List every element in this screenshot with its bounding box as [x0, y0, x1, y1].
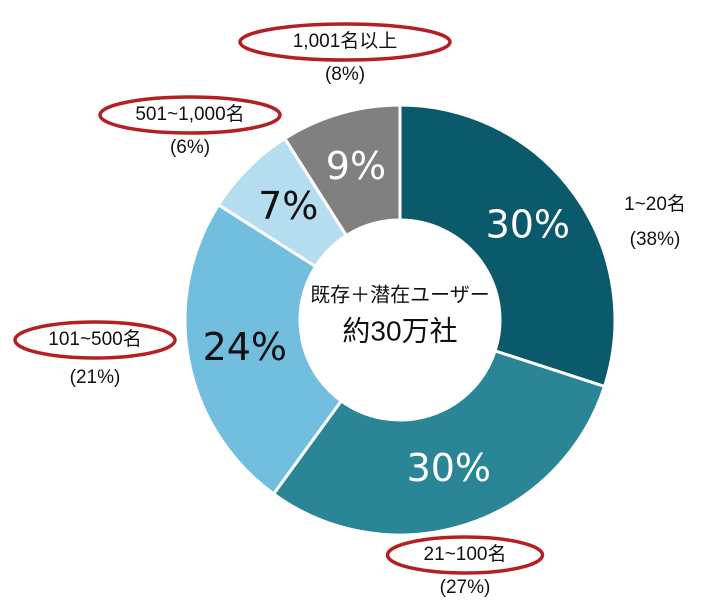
center-title: 既存＋潜在ユーザー	[310, 283, 490, 306]
donut-slice	[271, 349, 607, 537]
highlight-ellipse	[98, 95, 282, 135]
category-share: (21%)	[70, 367, 121, 388]
value-label: 9%	[326, 144, 386, 188]
category-label: 1~20名	[624, 193, 686, 215]
donut-slice	[398, 103, 617, 389]
center-total: 約30万社	[342, 315, 457, 346]
value-label: 24%	[203, 325, 287, 369]
category-label: 1,001名以上	[293, 30, 398, 52]
category-share: (38%)	[630, 229, 681, 250]
category-share: (6%)	[170, 137, 210, 158]
highlight-ellipse	[238, 22, 452, 62]
donut-slice	[282, 103, 402, 238]
value-label: 30%	[486, 203, 570, 247]
category-share: (27%)	[440, 577, 491, 598]
category-label: 21~100名	[424, 543, 507, 565]
highlight-ellipse	[13, 320, 177, 360]
donut-slice	[183, 202, 344, 497]
value-label: 7%	[258, 184, 318, 228]
category-share: (8%)	[325, 64, 365, 85]
value-label: 30%	[407, 446, 491, 490]
highlight-ellipse	[385, 535, 545, 575]
category-label: 501~1,000名	[135, 103, 244, 125]
category-label: 101~500名	[48, 328, 142, 350]
